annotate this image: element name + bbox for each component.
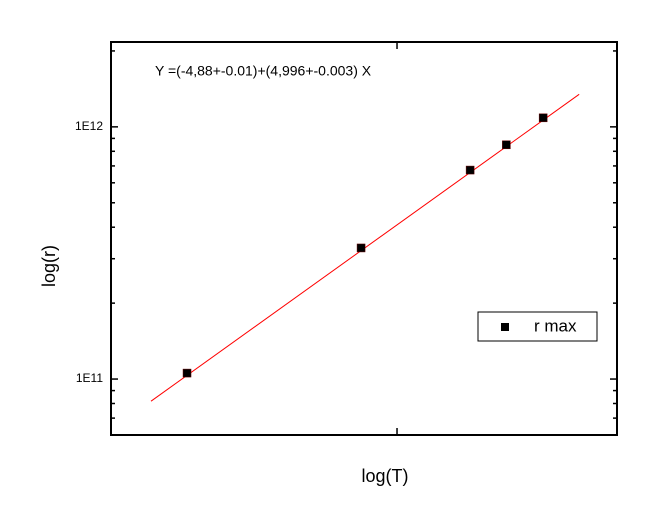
y-tick-label: 1E12 (75, 119, 103, 133)
legend-box (477, 311, 598, 342)
legend-marker (501, 323, 509, 331)
legend-label: r max (534, 316, 577, 335)
data-point (502, 140, 511, 150)
y-tick-label: 1E11 (76, 371, 103, 385)
plot-frame (110, 41, 618, 436)
x-axis-label: log(T) (361, 466, 408, 486)
fit-annotation: Y =(-4,88+-0.01)+(4,996+-0.003) X (155, 63, 372, 79)
data-point (182, 368, 192, 378)
data-point (465, 165, 475, 175)
data-point (538, 113, 548, 123)
y-axis-label: log(r) (39, 245, 59, 287)
data-point (356, 243, 366, 253)
